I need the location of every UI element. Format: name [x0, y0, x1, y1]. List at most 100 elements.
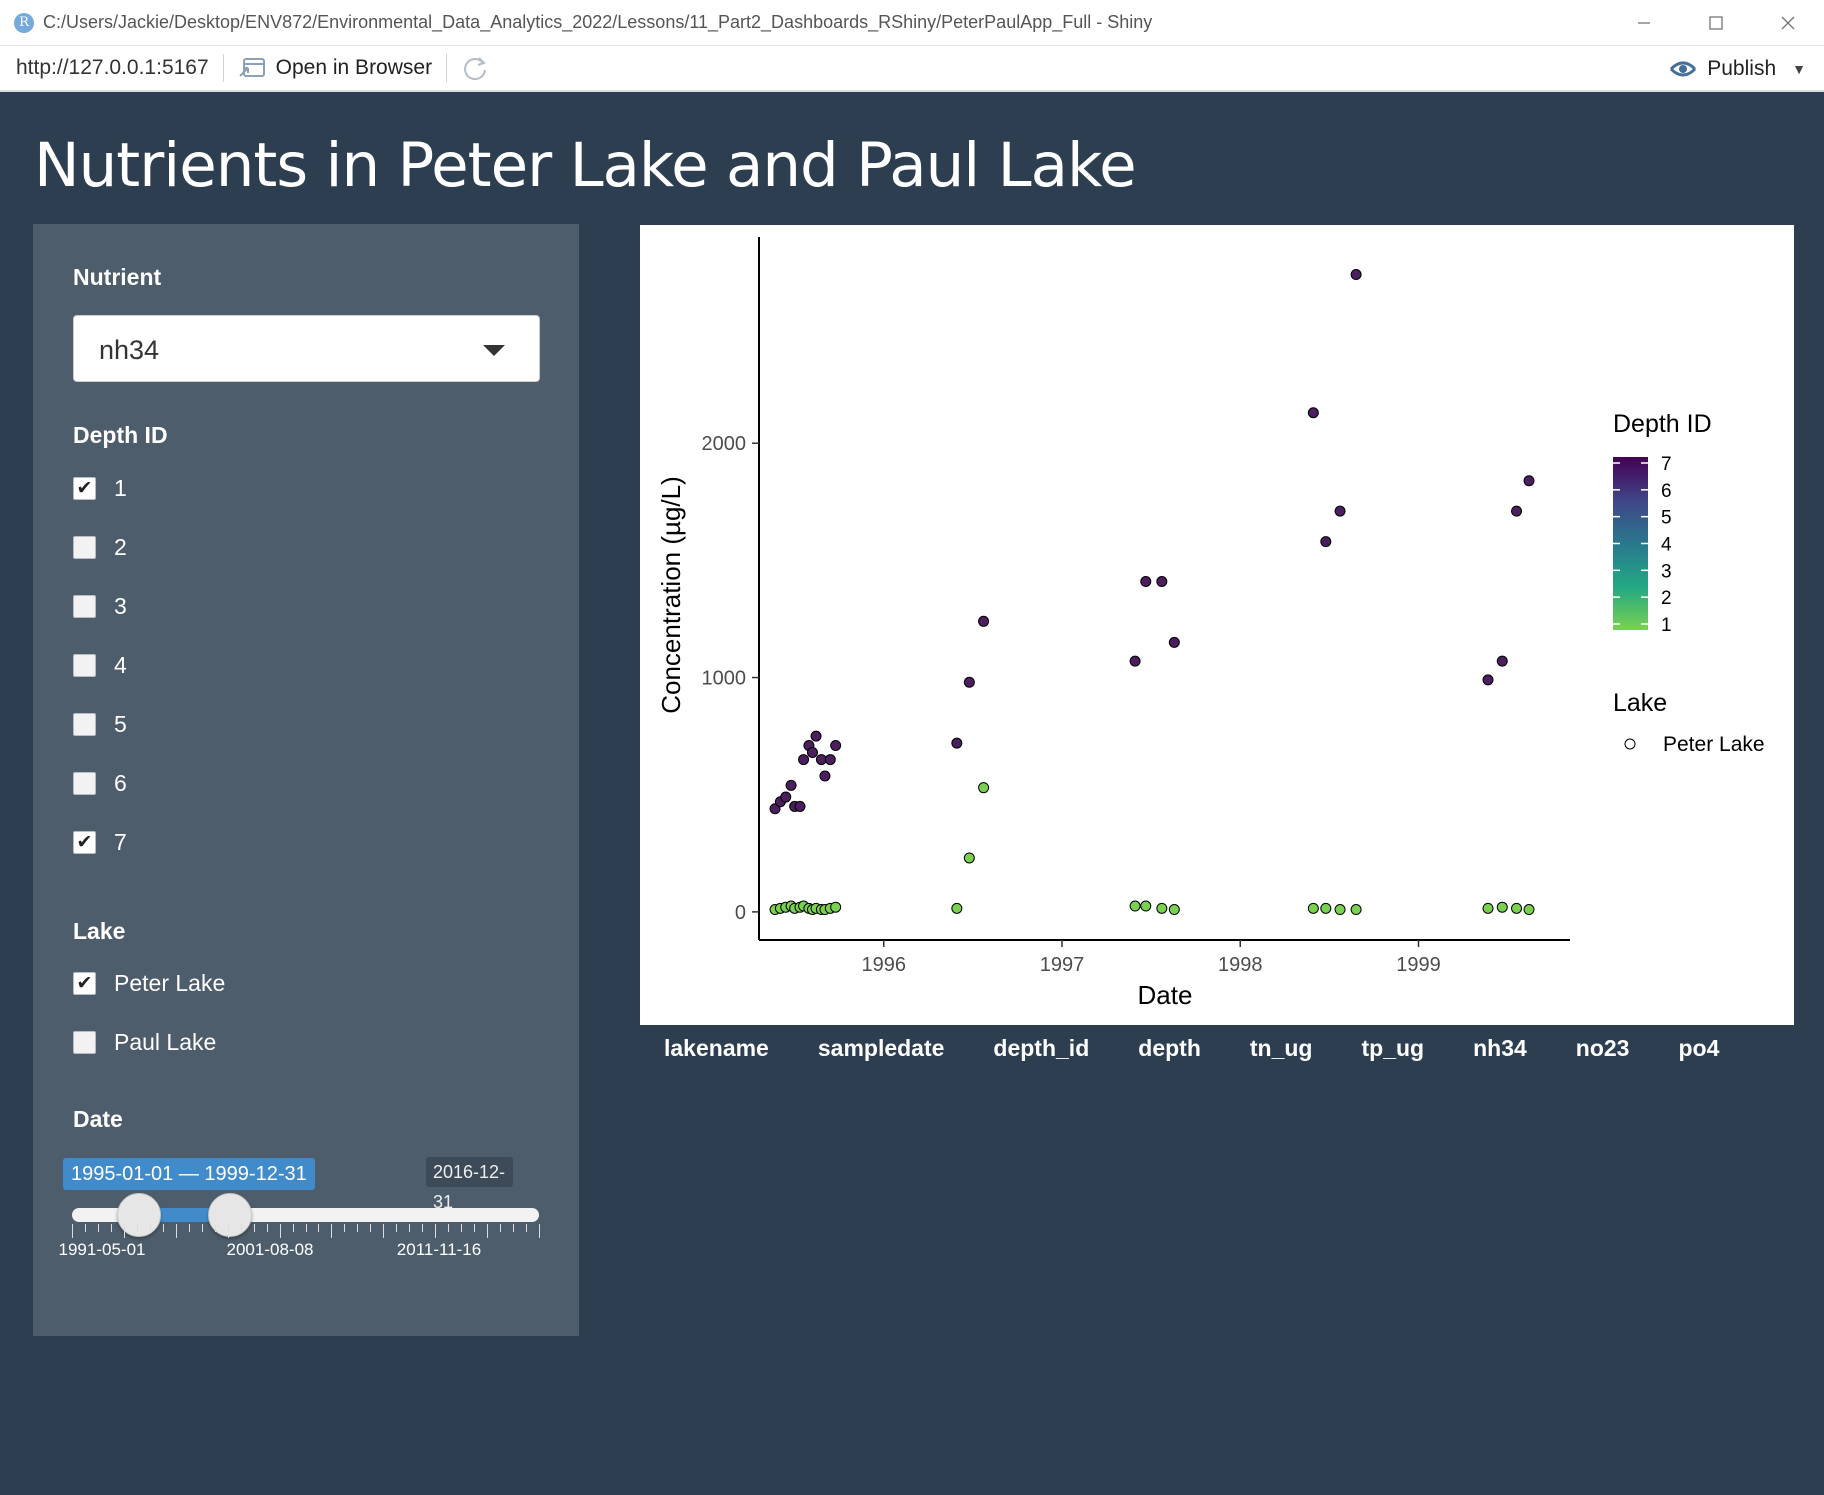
depth-option-label: 5	[114, 710, 127, 737]
y-axis-label: Concentration (µg/L)	[656, 476, 686, 714]
data-point-depth-1	[1168, 904, 1180, 916]
y-tick-label: 2000	[702, 433, 747, 455]
checkbox-unchecked-icon[interactable]	[73, 594, 96, 618]
date-label: Date	[73, 1106, 123, 1132]
refresh-button[interactable]	[461, 54, 489, 82]
legend-value-label: 3	[1661, 561, 1672, 582]
checkbox-checked-icon[interactable]: ✔	[73, 476, 96, 500]
slider-tick	[110, 1224, 112, 1232]
column-header[interactable]: tn_ug	[1249, 1035, 1313, 1061]
depth-option-label: 2	[114, 533, 127, 560]
slider-selected-range	[138, 1208, 230, 1222]
data-point-depth-7	[785, 779, 797, 791]
checkbox-unchecked-icon[interactable]	[73, 712, 96, 736]
depth-checkbox-7[interactable]: ✔ 7	[73, 827, 127, 857]
slider-tick	[344, 1224, 346, 1232]
nutrient-scatter-plot: 0 1000 2000 1996 1997 1998 1999 Depth ID 1 2 3 4 5 6…	[640, 225, 1794, 1025]
legend-shape-key	[1624, 738, 1636, 750]
publish-button[interactable]: Publish ▼	[1669, 46, 1806, 92]
x-axis-label: Date	[1138, 980, 1193, 1010]
column-header[interactable]: depth_id	[993, 1035, 1090, 1061]
maximize-icon	[1709, 16, 1723, 30]
lake-checkbox-paul[interactable]: Paul Lake	[73, 1027, 216, 1057]
publish-dropdown-caret[interactable]: ▼	[1792, 61, 1806, 77]
depth-checkbox-3[interactable]: 3	[73, 591, 127, 621]
lake-option-label: Peter Lake	[114, 969, 226, 996]
slider-tick	[487, 1224, 489, 1238]
data-point-depth-7	[978, 615, 990, 627]
slider-tick	[214, 1224, 216, 1232]
lake-option-label: Paul Lake	[114, 1028, 217, 1055]
column-header[interactable]: nh34	[1473, 1035, 1527, 1061]
data-point-depth-7	[1523, 475, 1535, 487]
data-point-depth-7	[1129, 655, 1141, 667]
checkbox-unchecked-icon[interactable]	[73, 653, 96, 677]
x-tick-label: 1999	[1396, 954, 1441, 976]
minimize-button[interactable]	[1608, 0, 1680, 46]
depth-checkbox-5[interactable]: 5	[73, 709, 127, 739]
legend-value-label: 6	[1661, 481, 1672, 502]
depth-checkbox-4[interactable]: 4	[73, 650, 127, 680]
chevron-down-icon	[483, 345, 505, 356]
checkbox-unchecked-icon[interactable]	[73, 1030, 96, 1054]
slider-tick	[526, 1224, 528, 1232]
column-header[interactable]: depth	[1138, 1035, 1201, 1061]
column-header[interactable]: po4	[1678, 1035, 1720, 1061]
slider-tick-label: 2001-08-08	[226, 1240, 314, 1259]
legend-value-label: 4	[1661, 535, 1672, 556]
open-in-browser-button[interactable]: Open in Browser	[238, 56, 432, 80]
slider-tick	[500, 1224, 502, 1232]
slider-tick	[396, 1224, 398, 1232]
lake-checkbox-peter[interactable]: ✔ Peter Lake	[73, 968, 225, 998]
slider-tick	[162, 1224, 164, 1232]
data-point-depth-7	[806, 747, 818, 759]
window-title: C:/Users/Jackie/Desktop/ENV872/Environme…	[43, 12, 1153, 32]
page-title: Nutrients in Peter Lake and Paul Lake	[34, 130, 1137, 201]
x-tick-label: 1996	[862, 954, 907, 976]
close-button[interactable]	[1752, 0, 1824, 46]
checkbox-unchecked-icon[interactable]	[73, 535, 96, 559]
viewer-toolbar: http://127.0.0.1:5167 Open in Browser Pu…	[0, 46, 1824, 92]
slider-track[interactable]	[72, 1208, 539, 1222]
sidebar-panel: Nutrient nh34 Depth ID ✔ 1 2 3 4 5 6	[33, 224, 579, 1336]
column-header[interactable]: tp_ug	[1361, 1035, 1425, 1061]
data-point-depth-7	[824, 754, 836, 766]
publish-label: Publish	[1707, 57, 1777, 80]
column-header[interactable]: sampledate	[817, 1035, 945, 1061]
legend-title-depth: Depth ID	[1613, 410, 1712, 438]
y-tick-label: 1000	[702, 668, 747, 690]
legend-entry-label: Peter Lake	[1663, 733, 1765, 756]
column-header[interactable]: no23	[1575, 1035, 1630, 1061]
date-max-badge: 2016-12-31	[426, 1157, 513, 1212]
depth-checkbox-2[interactable]: 2	[73, 532, 127, 562]
checkbox-unchecked-icon[interactable]	[73, 771, 96, 795]
nutrient-select[interactable]: nh34	[73, 315, 540, 382]
data-point-depth-7	[830, 740, 842, 752]
date-range-slider[interactable]: 1995-01-01 — 1999-12-31 2016-12-31 1991-…	[33, 1142, 540, 1262]
slider-tick	[253, 1224, 255, 1232]
depth-option-label: 1	[114, 474, 127, 501]
slider-tick-label: 2011-11-16	[396, 1240, 482, 1259]
slider-tick	[474, 1224, 476, 1232]
slider-tick	[448, 1224, 450, 1232]
depth-id-label: Depth ID	[73, 422, 168, 448]
checkbox-checked-icon[interactable]: ✔	[73, 830, 96, 854]
depth-checkbox-1[interactable]: ✔ 1	[73, 473, 127, 503]
legend-value-label: 1	[1661, 615, 1672, 636]
url-display[interactable]: http://127.0.0.1:5167	[16, 56, 209, 79]
data-point-depth-1	[830, 901, 842, 913]
maximize-button[interactable]	[1680, 0, 1752, 46]
date-range-badge: 1995-01-01 — 1999-12-31	[63, 1158, 315, 1190]
depth-option-label: 6	[114, 769, 127, 796]
depth-checkbox-6[interactable]: 6	[73, 768, 127, 798]
data-point-depth-7	[1168, 636, 1180, 648]
slider-tick	[461, 1224, 463, 1232]
legend-value-label: 7	[1661, 454, 1672, 475]
column-header[interactable]: lakename	[664, 1035, 769, 1061]
slider-tick	[422, 1224, 424, 1232]
checkbox-checked-icon[interactable]: ✔	[73, 971, 96, 995]
data-point-depth-7	[1334, 505, 1346, 517]
data-point-depth-1	[1307, 902, 1319, 914]
slider-tick	[435, 1224, 437, 1238]
slider-tick	[72, 1224, 73, 1238]
